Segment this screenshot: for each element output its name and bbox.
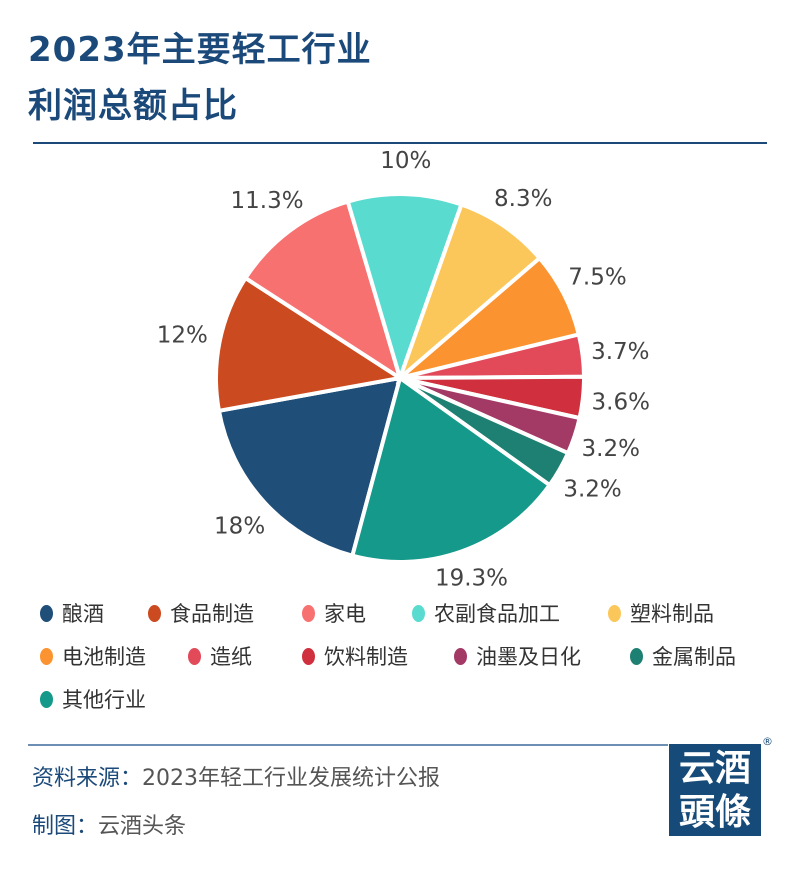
legend-item: 其他行业 (40, 684, 146, 714)
maker-value: 云酒头条 (98, 814, 187, 839)
logo-line-1: 云酒 (678, 747, 751, 789)
source-note: 资料来源：2023年轻工行业发展统计公报 (32, 760, 440, 792)
legend-swatch (40, 647, 53, 665)
legend-item: 饮料制造 (302, 641, 408, 671)
legend-label: 油墨及日化 (476, 645, 581, 669)
legend-swatch (608, 604, 621, 622)
legend-item: 农副食品加工 (412, 598, 560, 628)
data-label-0: 18% (214, 514, 265, 540)
legend-label: 电池制造 (62, 645, 146, 669)
pie-slice-1 (214, 275, 406, 414)
legend-label: 造纸 (210, 645, 252, 669)
legend-item: 油墨及日化 (454, 641, 581, 671)
data-label-5: 7.5% (568, 265, 626, 291)
legend-swatch (188, 647, 201, 665)
chart-title: 2023年主要轻工行业 利润总额占比 (28, 22, 372, 134)
data-label-4: 8.3% (494, 186, 552, 212)
legend-swatch (630, 647, 643, 665)
legend-item: 家电 (302, 598, 366, 628)
maker-key: 制图： (32, 814, 99, 839)
legend-swatch (40, 604, 53, 622)
data-label-10: 19.3% (435, 566, 508, 590)
legend-swatch (40, 690, 53, 708)
data-label-6: 3.7% (591, 339, 649, 365)
legend-swatch (302, 604, 315, 622)
legend-label: 家电 (324, 602, 366, 626)
legend-label: 农副食品加工 (434, 602, 560, 626)
legend-label: 酿酒 (62, 602, 104, 626)
data-label-8: 3.2% (582, 436, 640, 462)
data-label-9: 3.2% (563, 476, 621, 502)
legend-swatch (148, 604, 161, 622)
title-divider (33, 142, 767, 144)
data-label-7: 3.6% (592, 390, 650, 416)
maker-note: 制图：云酒头条 (32, 808, 186, 840)
brand-logo: 云酒 頭條 (669, 744, 761, 836)
legend-label: 食品制造 (170, 602, 254, 626)
pie-slice-10 (349, 374, 553, 564)
legend-swatch (302, 647, 315, 665)
registered-mark: ® (762, 735, 773, 748)
data-label-3: 10% (380, 150, 431, 174)
source-value: 2023年轻工行业发展统计公报 (142, 766, 441, 791)
legend-swatch (412, 604, 425, 622)
pie-chart: 18% 12% 11.3% 10% 8.3% 7.5% 3.7% 3.6% 3.2% 3.2% 19… (157, 150, 650, 590)
pie-slice-2 (242, 199, 404, 383)
legend-label: 金属制品 (652, 645, 736, 669)
data-label-1: 12% (157, 322, 208, 348)
legend-item: 金属制品 (630, 641, 736, 671)
legend-item: 造纸 (188, 641, 252, 671)
data-label-2: 11.3% (231, 188, 304, 214)
legend-item: 食品制造 (148, 598, 254, 628)
legend-item: 塑料制品 (608, 598, 714, 628)
legend-label: 饮料制造 (324, 645, 408, 669)
legend-label: 塑料制品 (630, 602, 714, 626)
pie-slice-0 (216, 375, 403, 559)
title-line-2: 利润总额占比 (28, 86, 238, 126)
source-key: 资料来源： (32, 766, 143, 791)
legend-label: 其他行业 (62, 688, 146, 712)
legend-item: 电池制造 (40, 641, 146, 671)
logo-line-2: 頭條 (678, 791, 751, 833)
title-line-1: 2023年主要轻工行业 (28, 30, 372, 70)
pie-slice-3 (345, 192, 464, 385)
footer-divider (28, 744, 668, 746)
legend-item: 酿酒 (40, 598, 104, 628)
legend-swatch (454, 647, 467, 665)
